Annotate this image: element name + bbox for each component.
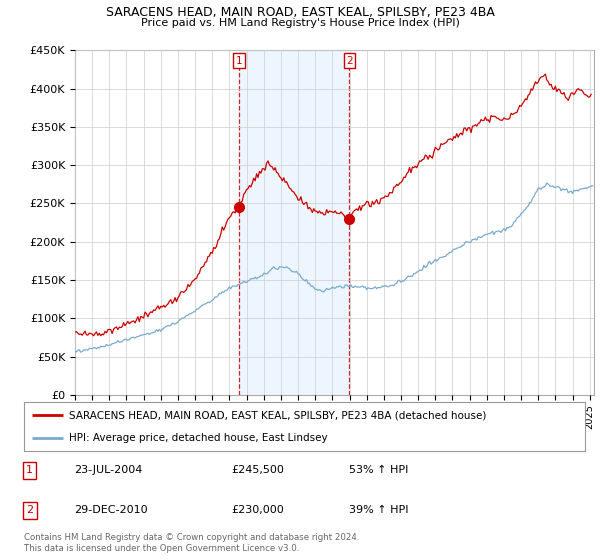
Text: 53% ↑ HPI: 53% ↑ HPI (349, 465, 409, 475)
Bar (239, 50, 349, 395)
Text: £245,500: £245,500 (232, 465, 284, 475)
Text: SARACENS HEAD, MAIN ROAD, EAST KEAL, SPILSBY, PE23 4BA: SARACENS HEAD, MAIN ROAD, EAST KEAL, SPI… (106, 6, 494, 18)
Text: 2: 2 (26, 505, 33, 515)
Text: SARACENS HEAD, MAIN ROAD, EAST KEAL, SPILSBY, PE23 4BA (detached house): SARACENS HEAD, MAIN ROAD, EAST KEAL, SPI… (69, 410, 486, 421)
Text: 39% ↑ HPI: 39% ↑ HPI (349, 505, 409, 515)
Text: 1: 1 (236, 55, 242, 66)
Text: 2: 2 (346, 55, 353, 66)
Text: Contains HM Land Registry data © Crown copyright and database right 2024.
This d: Contains HM Land Registry data © Crown c… (24, 533, 359, 553)
Text: HPI: Average price, detached house, East Lindsey: HPI: Average price, detached house, East… (69, 433, 328, 444)
Text: 29-DEC-2010: 29-DEC-2010 (74, 505, 148, 515)
Text: 1: 1 (26, 465, 33, 475)
Text: £230,000: £230,000 (232, 505, 284, 515)
Text: 23-JUL-2004: 23-JUL-2004 (74, 465, 143, 475)
Text: Price paid vs. HM Land Registry's House Price Index (HPI): Price paid vs. HM Land Registry's House … (140, 18, 460, 28)
